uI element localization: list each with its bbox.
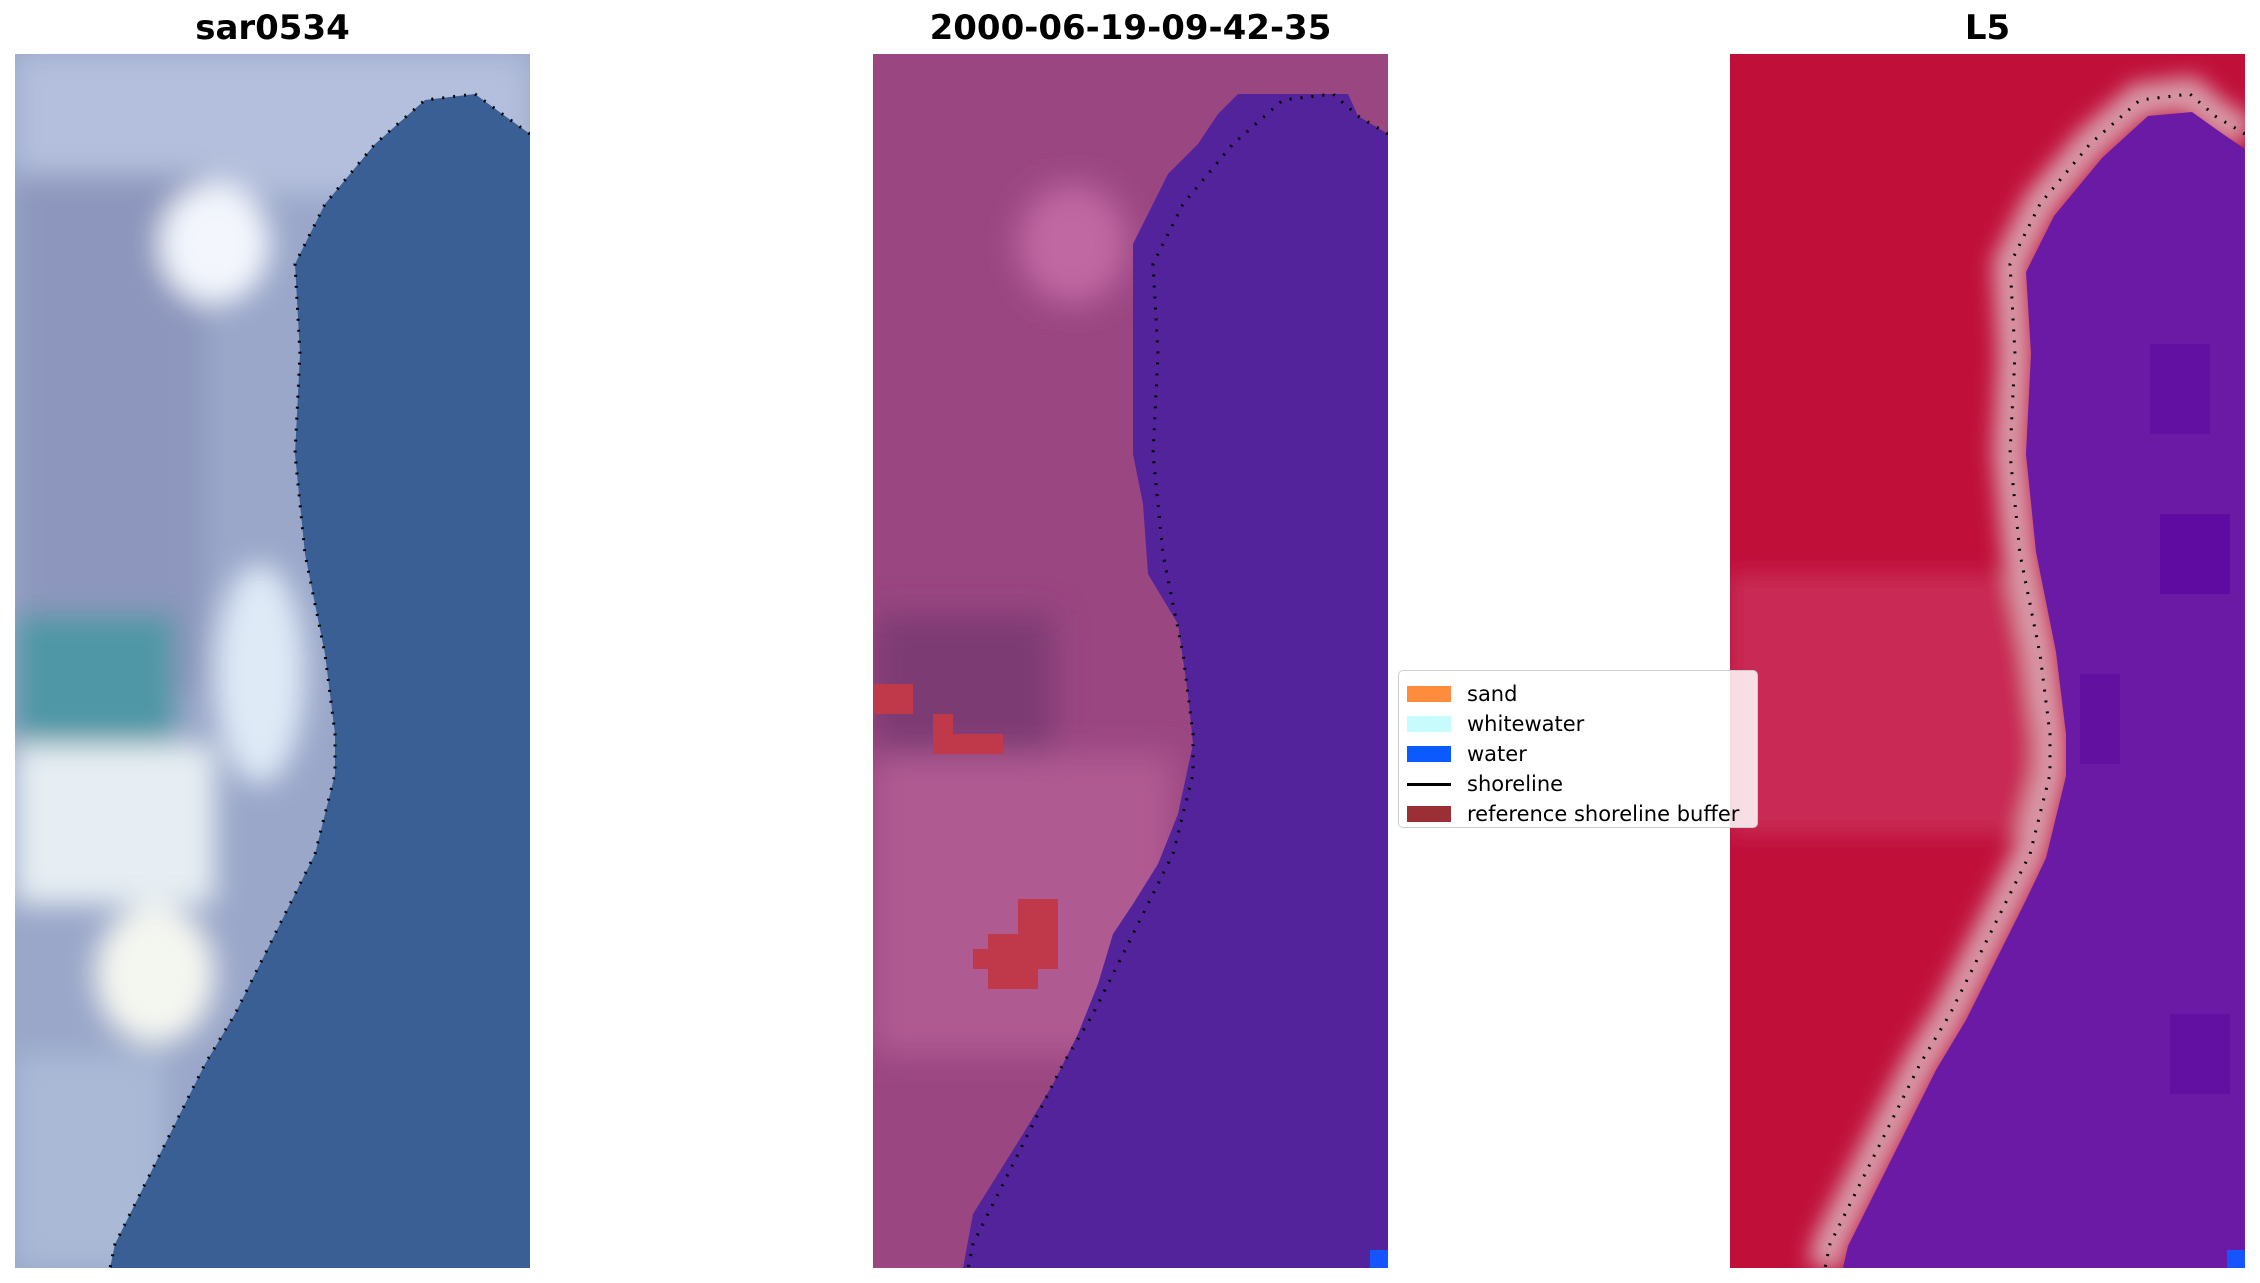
water-pixel [2227, 1250, 2245, 1268]
classified-image [873, 54, 1388, 1268]
legend-item-whitewater: whitewater [1407, 709, 1757, 739]
legend-label: water [1467, 742, 1527, 766]
legend-label: shoreline [1467, 772, 1564, 796]
index-panel-title: L5 [1964, 8, 2011, 48]
buffer-swatch [1407, 806, 1451, 822]
water-pixel [1370, 1250, 1388, 1268]
index-image-panel [1730, 54, 2245, 1268]
water-swatch [1407, 746, 1451, 762]
legend-item-sand: sand [1407, 679, 1757, 709]
legend-label: reference shoreline buffer [1467, 802, 1740, 826]
legend-label: whitewater [1467, 712, 1585, 736]
rgb-panel-title: sar0534 [195, 8, 350, 48]
sand-swatch [1407, 686, 1451, 702]
legend-label: sand [1467, 682, 1518, 706]
whitewater-swatch [1407, 716, 1451, 732]
rgb-image [15, 54, 530, 1268]
index-image [1730, 54, 2245, 1268]
classified-panel-title: 2000-06-19-09-42-35 [929, 8, 1332, 48]
legend: sand whitewater water shoreline referenc… [1398, 670, 1758, 828]
rgb-image-panel [15, 54, 530, 1268]
legend-item-shoreline: shoreline [1407, 769, 1757, 799]
legend-item-reference-buffer: reference shoreline buffer [1407, 799, 1757, 829]
buffer-patch [873, 684, 1003, 754]
legend-item-water: water [1407, 739, 1757, 769]
classified-image-panel [873, 54, 1388, 1268]
shoreline-line-swatch [1407, 782, 1451, 786]
buffer-patch [973, 899, 1058, 989]
index-texture [2080, 344, 2230, 1094]
